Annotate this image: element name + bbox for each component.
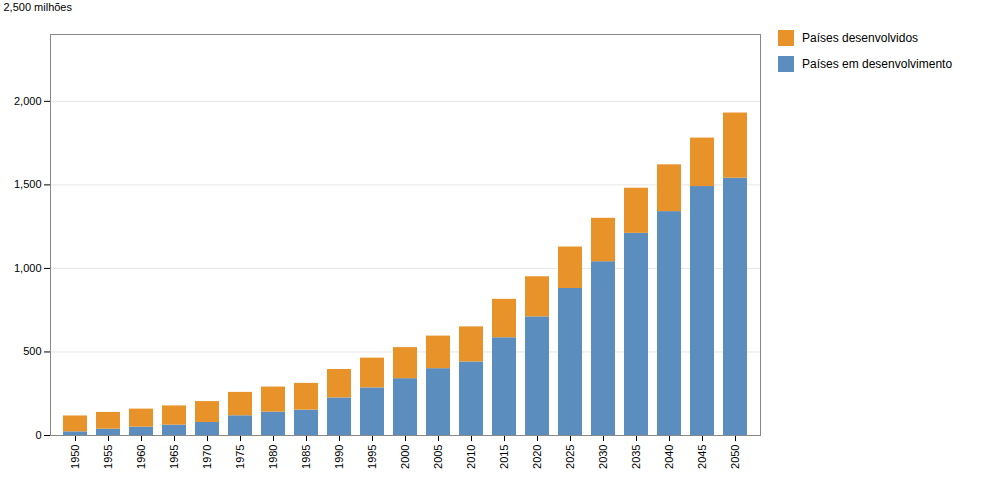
svg-text:2020: 2020 [531,445,543,469]
svg-text:1,500: 1,500 [14,178,42,190]
html-text:Países desenvolvidos: Países desenvolvidos [802,31,919,45]
svg-text:2010: 2010 [465,445,477,469]
svg-text:2030: 2030 [597,445,609,469]
svg-text:1970: 1970 [201,445,213,469]
html-text:Países em desenvolvimento: Países em desenvolvimento [802,57,953,71]
svg-text:1975: 1975 [234,445,246,469]
svg-text:1980: 1980 [267,445,279,469]
svg-text:0: 0 [35,429,41,441]
svg-text:1985: 1985 [300,445,312,469]
svg-text:2035: 2035 [630,445,642,469]
svg-text:1,000: 1,000 [14,262,42,274]
svg-text:2045: 2045 [696,445,708,469]
svg-text:1965: 1965 [168,445,180,469]
svg-text:2000: 2000 [399,445,411,469]
svg-text:1995: 1995 [366,445,378,469]
svg-text:2050: 2050 [729,445,741,469]
svg-text:1990: 1990 [333,445,345,469]
svg-text:2,000: 2,000 [14,95,42,107]
svg-text:1960: 1960 [135,445,147,469]
svg-text:1955: 1955 [102,445,114,469]
svg-text:2025: 2025 [564,445,576,469]
svg-text:2015: 2015 [498,445,510,469]
svg-text:1950: 1950 [69,445,81,469]
svg-text:2005: 2005 [432,445,444,469]
svg-text:2040: 2040 [663,445,675,469]
svg-text:500: 500 [23,345,41,357]
svg-text:2,500 milhões: 2,500 milhões [4,1,73,13]
